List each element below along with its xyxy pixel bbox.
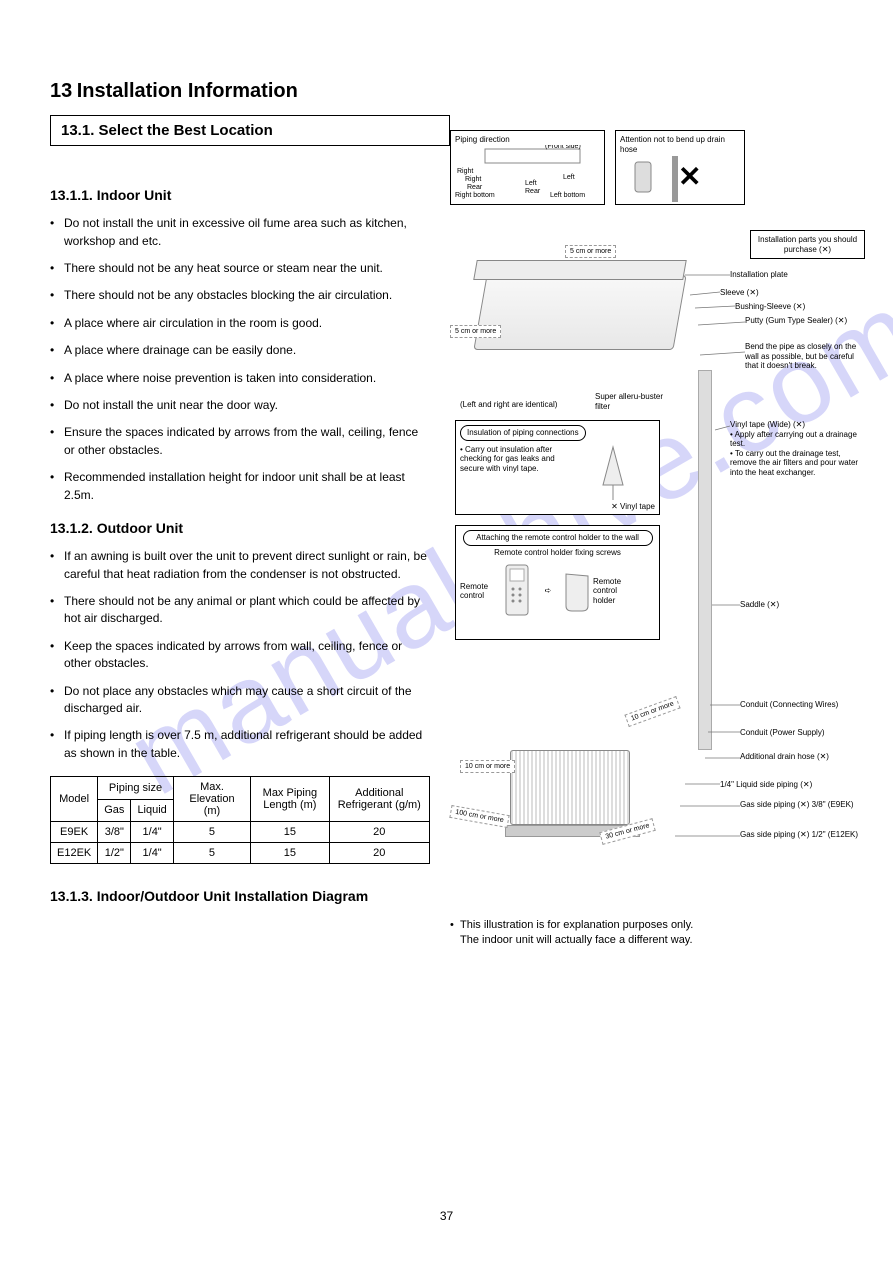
bullet: •Ensure the spaces indicated by arrows f… bbox=[50, 424, 430, 459]
page-number: 37 bbox=[0, 1209, 893, 1223]
caption-line: The indoor unit will actually face a dif… bbox=[460, 934, 693, 946]
bullet: •Do not install the unit near the door w… bbox=[50, 397, 430, 414]
td: 15 bbox=[251, 843, 329, 864]
th-len: Max Piping Length (m) bbox=[251, 777, 329, 822]
th-liquid: Liquid bbox=[131, 799, 173, 822]
leader-lines bbox=[450, 130, 870, 890]
right-column: Piping direction (Front side) Right Righ… bbox=[450, 130, 870, 948]
diagram-caption: •This illustration is for explanation pu… bbox=[450, 918, 870, 948]
bullet-text: A place where drainage can be easily don… bbox=[64, 342, 296, 359]
td: 15 bbox=[251, 822, 329, 843]
bullet: •There should not be any animal or plant… bbox=[50, 593, 430, 628]
bullet-text: Do not install the unit near the door wa… bbox=[64, 397, 278, 414]
td: E12EK bbox=[51, 843, 98, 864]
td: 1/4" bbox=[131, 843, 173, 864]
bullet-text: Do not place any obstacles which may cau… bbox=[64, 683, 430, 718]
bullet: •Do not place any obstacles which may ca… bbox=[50, 683, 430, 718]
left-column: 13.1.1. Indoor Unit •Do not install the … bbox=[50, 130, 430, 916]
bullet-text: A place where noise prevention is taken … bbox=[64, 370, 376, 387]
td: 1/2" bbox=[98, 843, 131, 864]
td: 3/8" bbox=[98, 822, 131, 843]
bullet-text: There should not be any animal or plant … bbox=[64, 593, 430, 628]
th-piping: Piping size bbox=[98, 777, 174, 800]
bullet: •A place where air circulation in the ro… bbox=[50, 315, 430, 332]
td: 5 bbox=[173, 822, 250, 843]
td: 20 bbox=[329, 822, 429, 843]
bullet: •There should not be any obstacles block… bbox=[50, 287, 430, 304]
spec-table: Model Piping size Max. Elevation (m) Max… bbox=[50, 776, 430, 864]
bullet-text: Ensure the spaces indicated by arrows fr… bbox=[64, 424, 430, 459]
bullet-text: A place where air circulation in the roo… bbox=[64, 315, 322, 332]
bullet: •There should not be any heat source or … bbox=[50, 260, 430, 277]
bullet: •Keep the spaces indicated by arrows fro… bbox=[50, 638, 430, 673]
bullet: •Recommended installation height for ind… bbox=[50, 469, 430, 504]
heading-install-diagram: 13.1.3. Indoor/Outdoor Unit Installation… bbox=[50, 886, 430, 906]
th-add: Additional Refrigerant (g/m) bbox=[329, 777, 429, 822]
heading-indoor-unit: 13.1.1. Indoor Unit bbox=[50, 185, 430, 205]
bullet-text: There should not be any obstacles blocki… bbox=[64, 287, 392, 304]
bullet-text: Do not install the unit in excessive oil… bbox=[64, 215, 430, 250]
table-row: E12EK 1/2" 1/4" 5 15 20 bbox=[51, 843, 430, 864]
bullet: •Do not install the unit in excessive oi… bbox=[50, 215, 430, 250]
bullet-text: There should not be any heat source or s… bbox=[64, 260, 383, 277]
td: E9EK bbox=[51, 822, 98, 843]
caption-line: This illustration is for explanation pur… bbox=[460, 919, 693, 931]
bullet: •If piping length is over 7.5 m, additio… bbox=[50, 727, 430, 762]
bullet-text: Recommended installation height for indo… bbox=[64, 469, 430, 504]
td: 5 bbox=[173, 843, 250, 864]
th-model: Model bbox=[51, 777, 98, 822]
td: 20 bbox=[329, 843, 429, 864]
installation-diagram: Piping direction (Front side) Right Righ… bbox=[450, 130, 870, 910]
heading-outdoor-unit: 13.1.2. Outdoor Unit bbox=[50, 518, 430, 538]
section-title: Installation Information bbox=[77, 80, 298, 102]
bullet: •A place where noise prevention is taken… bbox=[50, 370, 430, 387]
section-number: 13 bbox=[50, 80, 72, 102]
td: 1/4" bbox=[131, 822, 173, 843]
bullet-text: If piping length is over 7.5 m, addition… bbox=[64, 727, 430, 762]
bullet: •If an awning is built over the unit to … bbox=[50, 548, 430, 583]
bullet: •A place where drainage can be easily do… bbox=[50, 342, 430, 359]
th-gas: Gas bbox=[98, 799, 131, 822]
table-row: E9EK 3/8" 1/4" 5 15 20 bbox=[51, 822, 430, 843]
bullet-text: If an awning is built over the unit to p… bbox=[64, 548, 430, 583]
th-elev: Max. Elevation (m) bbox=[173, 777, 250, 822]
bullet-text: Keep the spaces indicated by arrows from… bbox=[64, 638, 430, 673]
